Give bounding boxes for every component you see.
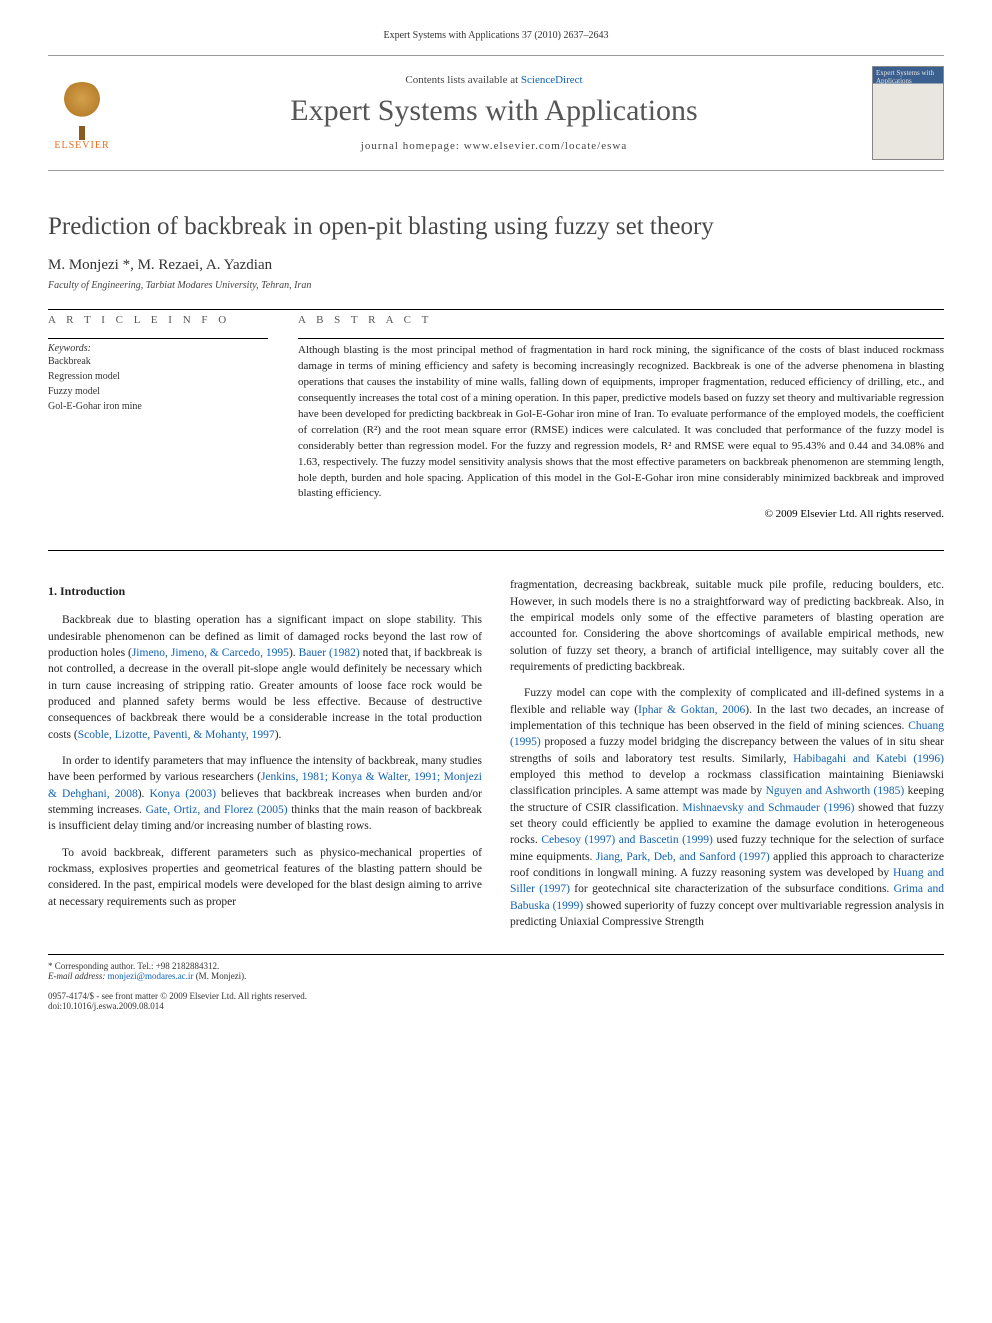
copyright-line: © 2009 Elsevier Ltd. All rights reserved… xyxy=(298,508,944,520)
divider xyxy=(48,550,944,551)
journal-title: Expert Systems with Applications xyxy=(134,94,854,128)
paragraph: Fuzzy model can cope with the complexity… xyxy=(510,685,944,930)
contents-prefix: Contents lists available at xyxy=(405,74,520,86)
text: noted that, if backbreak is not controll… xyxy=(48,647,482,741)
banner-center: Contents lists available at ScienceDirec… xyxy=(116,74,872,152)
journal-banner: ELSEVIER Contents lists available at Sci… xyxy=(48,55,944,171)
doi-line: doi:10.1016/j.eswa.2009.08.014 xyxy=(48,1001,478,1011)
contents-line: Contents lists available at ScienceDirec… xyxy=(134,74,854,86)
citation-link[interactable]: Iphar & Goktan, 2006 xyxy=(638,704,745,716)
publisher-logo: ELSEVIER xyxy=(48,75,116,151)
issn-line: 0957-4174/$ - see front matter © 2009 El… xyxy=(48,991,478,1001)
text: ). xyxy=(138,788,150,800)
homepage-url: www.elsevier.com/locate/eswa xyxy=(464,140,628,152)
email-link[interactable]: monjezi@modares.ac.ir xyxy=(108,971,194,981)
footer-left: * Corresponding author. Tel.: +98 218288… xyxy=(48,961,478,1011)
divider xyxy=(48,338,268,339)
keyword: Gol-E-Gohar iron mine xyxy=(48,399,268,414)
section-heading: 1. Introduction xyxy=(48,583,482,600)
paragraph: In order to identify parameters that may… xyxy=(48,753,482,835)
info-abstract-row: A R T I C L E I N F O Keywords: Backbrea… xyxy=(48,314,944,520)
author-list: M. Monjezi *, M. Rezaei, A. Yazdian xyxy=(48,257,944,274)
paragraph: Backbreak due to blasting operation has … xyxy=(48,612,482,743)
citation-link[interactable]: Jiang, Park, Deb, and Sanford (1997) xyxy=(596,851,770,863)
running-head: Expert Systems with Applications 37 (201… xyxy=(48,30,944,41)
abstract-label: A B S T R A C T xyxy=(298,314,944,326)
tree-icon xyxy=(58,82,106,130)
divider xyxy=(48,309,944,310)
citation-link[interactable]: Scoble, Lizotte, Paventi, & Mohanty, 199… xyxy=(78,729,275,741)
email-label: E-mail address: xyxy=(48,971,108,981)
homepage-prefix: journal homepage: xyxy=(361,140,464,152)
divider xyxy=(298,338,944,339)
corresponding-author: * Corresponding author. Tel.: +98 218288… xyxy=(48,961,478,971)
cover-journal-name: Expert Systems with Applications xyxy=(876,70,940,85)
citation-link[interactable]: Konya (2003) xyxy=(150,788,216,800)
citation-link[interactable]: Nguyen and Ashworth (1985) xyxy=(766,785,905,797)
citation-link[interactable]: Mishnaevsky and Schmauder (1996) xyxy=(682,802,854,814)
text: for geotechnical site characterization o… xyxy=(570,883,894,895)
citation-link[interactable]: Habibagahi and Katebi (1996) xyxy=(793,753,944,765)
paragraph: fragmentation, decreasing backbreak, sui… xyxy=(510,577,944,675)
keyword: Backbreak xyxy=(48,354,268,369)
abstract-text: Although blasting is the most principal … xyxy=(298,343,944,502)
page-footer: * Corresponding author. Tel.: +98 218288… xyxy=(48,954,944,1011)
abstract-column: A B S T R A C T Although blasting is the… xyxy=(298,314,944,520)
email-line: E-mail address: monjezi@modares.ac.ir (M… xyxy=(48,971,478,981)
article-info-column: A R T I C L E I N F O Keywords: Backbrea… xyxy=(48,314,268,520)
citation-link[interactable]: Cebesoy (1997) and Bascetin (1999) xyxy=(541,834,712,846)
text: ). xyxy=(275,729,282,741)
citation-link[interactable]: Jimeno, Jimeno, & Carcedo, 1995 xyxy=(132,647,289,659)
keywords-list: Backbreak Regression model Fuzzy model G… xyxy=(48,354,268,414)
affiliation: Faculty of Engineering, Tarbiat Modares … xyxy=(48,280,944,291)
article-title: Prediction of backbreak in open-pit blas… xyxy=(48,213,944,241)
citation-link[interactable]: Gate, Ortiz, and Florez (2005) xyxy=(146,804,288,816)
email-who: (M. Monjezi). xyxy=(193,971,246,981)
paragraph: To avoid backbreak, different parameters… xyxy=(48,845,482,910)
journal-cover-thumb: Expert Systems with Applications xyxy=(872,66,944,160)
keyword: Regression model xyxy=(48,369,268,384)
keywords-heading: Keywords: xyxy=(48,343,268,354)
sciencedirect-link[interactable]: ScienceDirect xyxy=(521,74,583,86)
text: ). xyxy=(289,647,299,659)
article-info-label: A R T I C L E I N F O xyxy=(48,314,268,326)
publisher-name: ELSEVIER xyxy=(54,140,109,151)
keyword: Fuzzy model xyxy=(48,384,268,399)
citation-link[interactable]: Bauer (1982) xyxy=(299,647,360,659)
article-body: 1. Introduction Backbreak due to blastin… xyxy=(48,577,944,930)
homepage-line: journal homepage: www.elsevier.com/locat… xyxy=(134,140,854,152)
